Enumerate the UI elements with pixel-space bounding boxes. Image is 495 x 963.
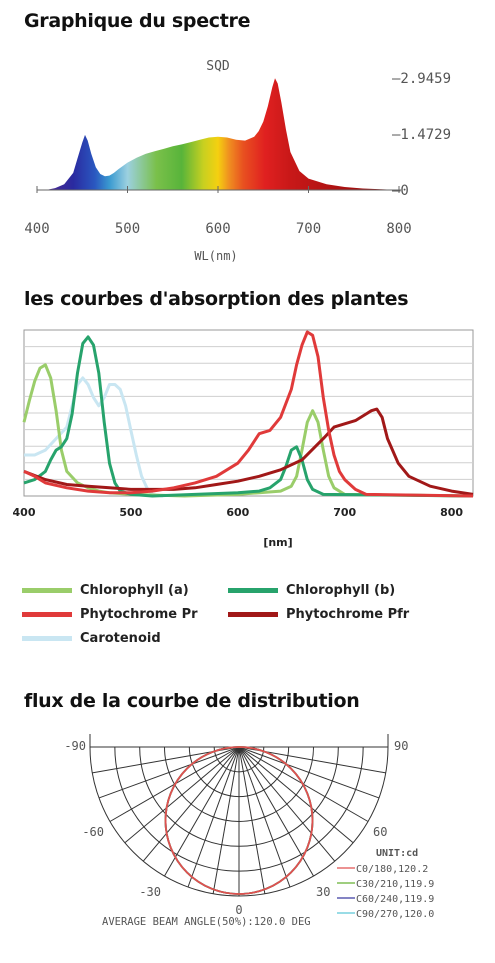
absorption-series-line [23,330,474,498]
absorption-series-line [23,407,474,496]
absorption-chart: 400 500 600 700 800 [nm] [13,329,474,549]
absorption-x-tick-label: 700 [333,506,356,519]
spectrum-area [46,78,399,190]
polar-angle-label-0: 0 [235,903,242,917]
polar-spoke [238,746,291,888]
legend-label: Chlorophyll (b) [286,583,396,598]
absorption-x-tick-label: 800 [440,506,463,519]
spectrum-x-tick-label: 600 [205,221,230,237]
legend-item-chlorophyll-a: Chlorophyll (a) [22,582,189,600]
absorption-x-tick-label: 600 [226,506,249,519]
spectrum-chart: SQD 400 500 600 700 800 –2.9459 –1.4729 –0 WL(… [24,59,451,263]
polar-legend-label: C90/270,120.0 [356,909,434,920]
absorption-x-tick-label: 500 [119,506,142,519]
legend-swatch [22,612,72,617]
spectrum-x-axis-label: WL(nm) [194,249,237,263]
spectrum-x-tick-label: 700 [296,221,321,237]
distribution-section-title: flux de la courbe de distribution [24,690,360,712]
polar-angle-label-neg30: -30 [139,885,161,899]
spectrum-x-tick-label: 400 [24,221,49,237]
spectrum-y-tick-label: –0 [392,183,409,199]
spectrum-x-tick-label: 500 [115,221,140,237]
spectrum-title: SQD [206,59,230,74]
polar-legend-label: C60/240,119.9 [356,894,434,905]
polar-series-curve [164,746,314,895]
legend-item-chlorophyll-b: Chlorophyll (b) [228,582,395,600]
polar-spoke [212,746,240,894]
polar-spoke [238,746,336,862]
legend-label: Carotenoid [80,631,161,646]
legend-label: Phytochrome Pfr [286,607,410,622]
polar-spoke [142,746,240,862]
polar-legend-label: C30/210,119.9 [356,879,434,890]
polar-spoke [238,746,354,844]
polar-angle-label-neg60: -60 [82,825,104,839]
absorption-section-title: les courbes d'absorption des plantes [24,288,409,310]
polar-spoke [187,746,240,888]
polar-spoke [238,746,380,799]
spectrum-x-tick-label: 800 [386,221,411,237]
polar-angle-label-60: 60 [373,825,387,839]
polar-angle-label-30: 30 [316,885,330,899]
polar-spoke [238,746,266,894]
spectrum-y-tick-label: –2.9459 [392,71,451,87]
polar-angle-label-neg90: -90 [64,739,86,753]
polar-unit-label: UNIT:cd [376,848,418,859]
polar-legend-label: C0/180,120.2 [356,864,428,875]
legend-swatch [228,612,278,617]
polar-footer: AVERAGE BEAM ANGLE(50%):120.0 DEG [102,916,311,928]
legend-item-carotenoid: Carotenoid [22,630,161,648]
absorption-x-tick-label: 400 [13,506,36,519]
absorption-series-line [23,335,474,498]
polar-chart: -90 90 -60 60 -30 30 0 UNIT:cd C0/180,12… [64,734,434,928]
polar-spoke [164,746,240,877]
polar-spoke [238,746,314,877]
legend-swatch [22,588,72,593]
absorption-x-axis-label: [nm] [263,536,292,549]
polar-spoke [124,746,240,844]
polar-spoke [98,746,240,799]
legend-swatch [22,636,72,641]
legend-item-phytochrome-pr: Phytochrome Pr [22,606,198,624]
legend-label: Phytochrome Pr [80,607,198,622]
spectrum-y-tick-label: –1.4729 [392,127,451,143]
spectrum-section-title: Graphique du spectre [24,10,251,32]
legend-item-phytochrome-pfr: Phytochrome Pfr [228,606,409,624]
polar-angle-label-90: 90 [394,739,408,753]
legend-label: Chlorophyll (a) [80,583,189,598]
legend-swatch [228,588,278,593]
